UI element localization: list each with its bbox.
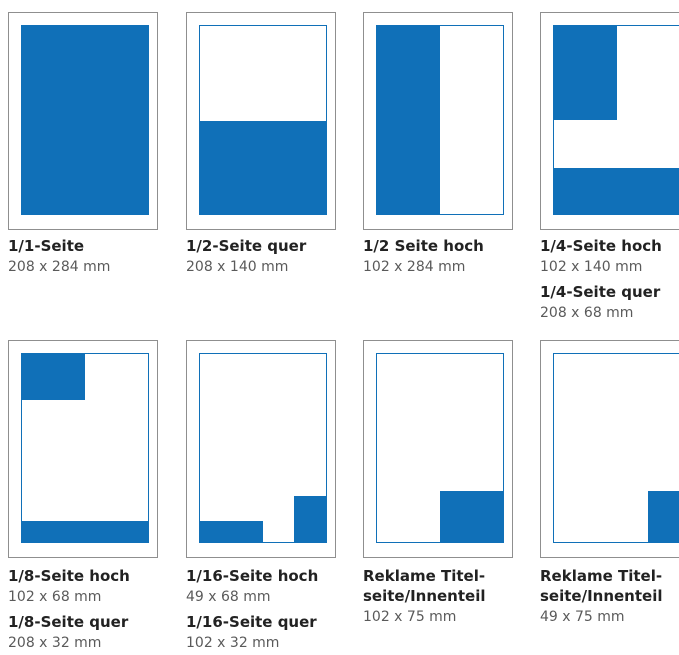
caption-sixteenth-page: 1/16-Seite hoch 49 x 68 mm 1/16-Seite qu…	[186, 566, 356, 653]
format-title-alt: 1/4-Seite quer	[540, 283, 661, 301]
ad-area-full	[21, 25, 149, 215]
format-size: 208 x 140 mm	[186, 259, 289, 275]
page-type-area	[21, 353, 149, 543]
format-title: 1/16-Seite hoch	[186, 567, 319, 585]
format-title: 1/4-Seite hoch	[540, 237, 662, 255]
format-size: 49 x 75 mm	[540, 609, 625, 625]
ad-area-half-bottom	[200, 121, 326, 214]
layout-diagram-full-page	[8, 12, 158, 230]
ad-area-sixteenth-portrait	[294, 496, 326, 542]
caption-quarter-page: 1/4-Seite hoch 102 x 140 mm 1/4-Seite qu…	[540, 236, 679, 323]
caption-full-page: 1/1-Seite 208 x 284 mm	[8, 236, 178, 277]
ad-area-sixteenth-landscape	[200, 521, 263, 542]
layout-diagram-ad-49x75	[540, 340, 679, 558]
page-type-area	[376, 353, 504, 543]
page-type-area	[21, 25, 149, 215]
format-title-alt: 1/16-Seite quer	[186, 613, 317, 631]
format-size: 102 x 68 mm	[8, 589, 102, 605]
ad-area-eighth-portrait	[22, 354, 85, 400]
format-size: 102 x 140 mm	[540, 259, 643, 275]
page-type-area	[553, 353, 679, 543]
format-title: Reklame Titel- seite/Innenteil	[363, 567, 486, 605]
format-title: Reklame Titel- seite/Innenteil	[540, 567, 663, 605]
page-type-area	[199, 353, 327, 543]
format-title: 1/1-Seite	[8, 237, 85, 255]
layout-diagram-eighth-page	[8, 340, 158, 558]
format-size-alt: 208 x 32 mm	[8, 635, 102, 651]
page-type-area	[376, 25, 504, 215]
format-title-alt: 1/8-Seite quer	[8, 613, 129, 631]
format-title: 1/8-Seite hoch	[8, 567, 130, 585]
format-size: 49 x 68 mm	[186, 589, 271, 605]
page-type-area	[553, 25, 679, 215]
layout-diagram-ad-102x75	[363, 340, 513, 558]
ad-area-half-left	[377, 26, 440, 214]
format-size-alt: 102 x 32 mm	[186, 635, 280, 651]
layout-diagram-half-page-landscape	[186, 12, 336, 230]
caption-ad-49x75: Reklame Titel- seite/Innenteil 49 x 75 m…	[540, 566, 679, 627]
format-title: 1/2-Seite quer	[186, 237, 307, 255]
layout-diagram-sixteenth-page	[186, 340, 336, 558]
caption-eighth-page: 1/8-Seite hoch 102 x 68 mm 1/8-Seite que…	[8, 566, 178, 653]
ad-area-49x75	[648, 491, 679, 542]
layout-diagram-quarter-page	[540, 12, 679, 230]
format-size: 102 x 75 mm	[363, 609, 457, 625]
format-size: 208 x 284 mm	[8, 259, 111, 275]
caption-half-page-landscape: 1/2-Seite quer 208 x 140 mm	[186, 236, 356, 277]
page-type-area	[199, 25, 327, 215]
ad-area-102x75	[440, 491, 503, 542]
format-size-alt: 208 x 68 mm	[540, 305, 634, 321]
ad-area-quarter-portrait	[554, 26, 617, 120]
layout-diagram-half-page-portrait	[363, 12, 513, 230]
format-size: 102 x 284 mm	[363, 259, 466, 275]
ad-area-eighth-landscape	[22, 521, 148, 542]
ad-area-quarter-landscape	[554, 168, 679, 214]
caption-half-page-portrait: 1/2 Seite hoch 102 x 284 mm	[363, 236, 533, 277]
format-title: 1/2 Seite hoch	[363, 237, 484, 255]
caption-ad-102x75: Reklame Titel- seite/Innenteil 102 x 75 …	[363, 566, 533, 627]
